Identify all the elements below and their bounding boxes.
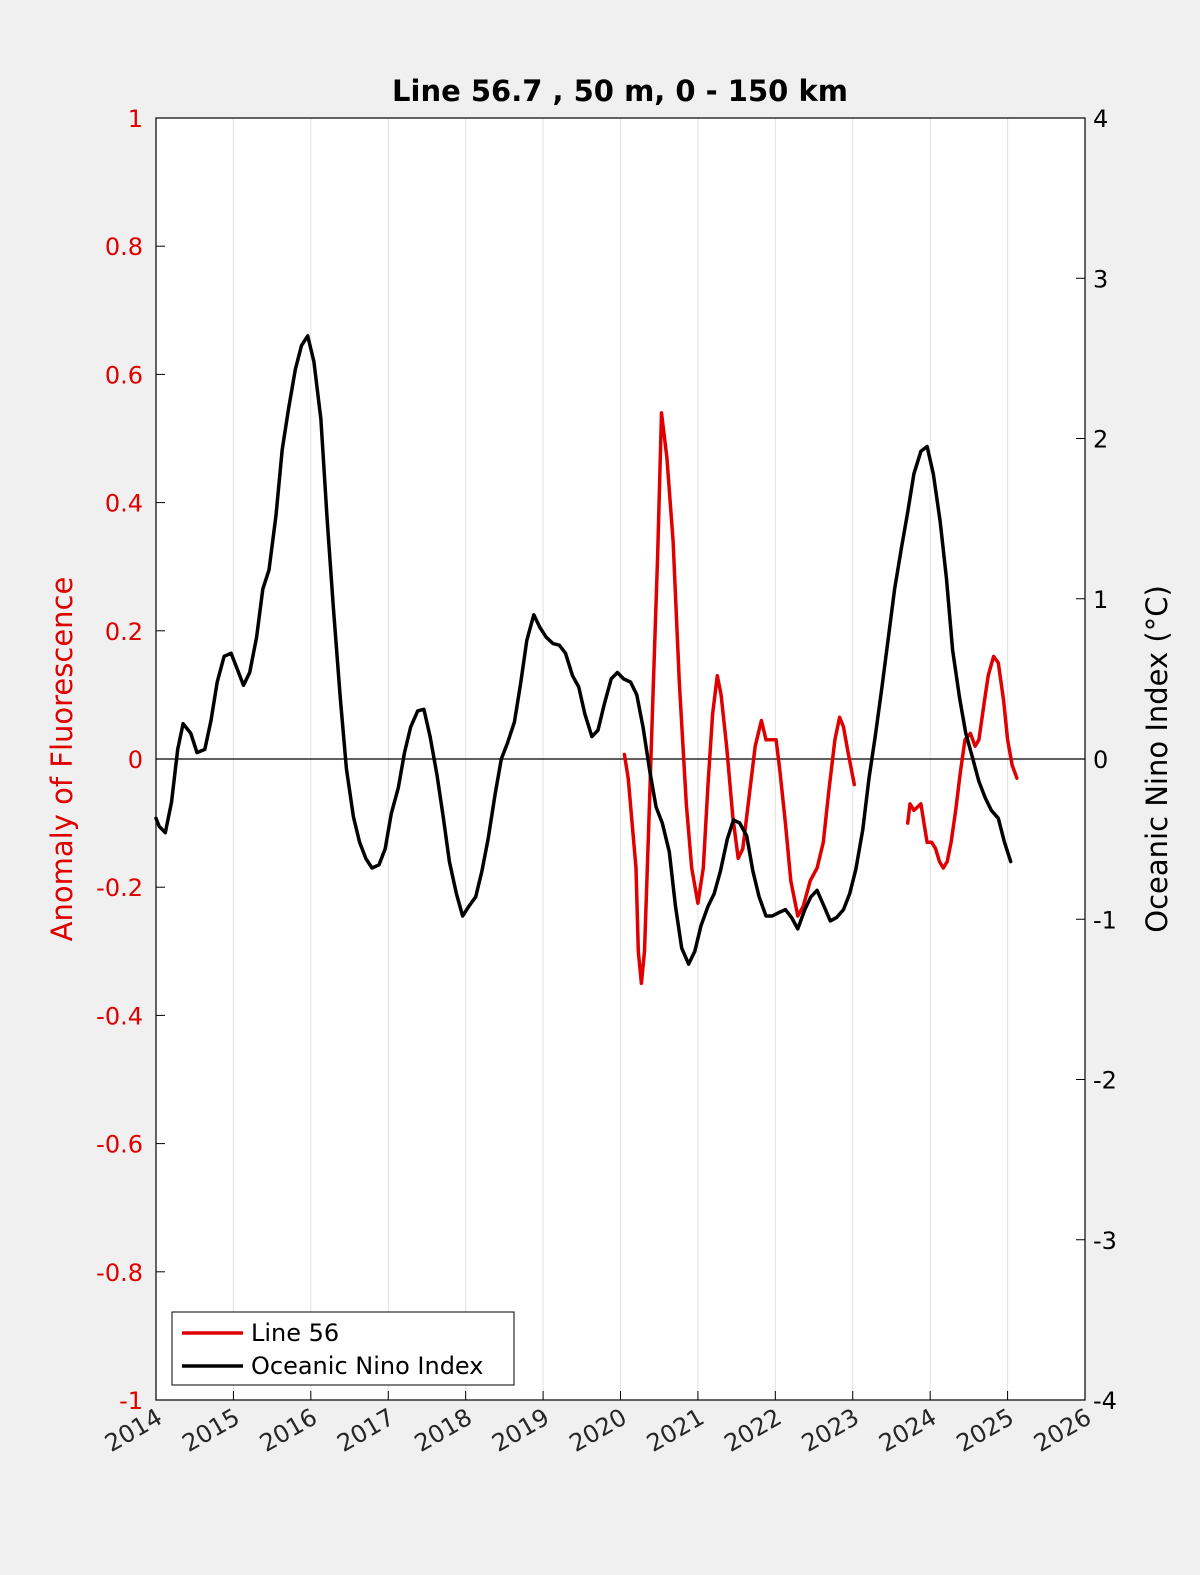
y-right-tick-label: 3 [1093, 265, 1108, 293]
y-left-tick-label: -0.8 [96, 1259, 143, 1287]
y-right-tick-label: 1 [1093, 586, 1108, 614]
y-left-tick-label: 0.6 [105, 361, 143, 389]
y-left-tick-label: 0.8 [105, 233, 143, 261]
y-left-tick-label: 1 [128, 105, 143, 133]
y-right-tick-label: -1 [1093, 906, 1117, 934]
y-left-tick-label: 0 [128, 746, 143, 774]
y-axis-right-label: Oceanic Nino Index (°C) [1140, 585, 1174, 933]
series-line-56-line-2 [905, 654, 1019, 870]
y-right-tick-label: 4 [1093, 105, 1108, 133]
y-right-tick-label: 0 [1093, 746, 1108, 774]
chart-title: Line 56.7 , 50 m, 0 - 150 km [392, 74, 848, 108]
y-right-tick-label: -4 [1093, 1387, 1117, 1415]
y-left-tick-label: -0.2 [96, 874, 143, 902]
y-left-tick-label: -1 [119, 1387, 143, 1415]
y-axis-left-label: Anomaly of Fluorescence [45, 577, 79, 942]
legend-box [171, 1311, 515, 1386]
y-right-tick-label: -3 [1093, 1227, 1117, 1255]
legend-line56-label: Line 56 [251, 1319, 339, 1347]
y-left-tick-label: -0.4 [96, 1002, 143, 1030]
legend[interactable]: Line 56 Oceanic Nino Index [171, 1311, 515, 1386]
y-left-tick-label: 0.4 [105, 490, 143, 518]
legend-oni-label: Oceanic Nino Index [251, 1352, 483, 1380]
series-line-56-line-1 [622, 411, 857, 986]
y-left-tick-label: 0.2 [105, 618, 143, 646]
y-right-tick-label: 2 [1093, 426, 1108, 454]
y-right-tick-label: -2 [1093, 1067, 1117, 1095]
series-layer [154, 334, 1019, 986]
y-left-tick-label: -0.6 [96, 1131, 143, 1159]
series-oceanic-nino-index-line-1 [154, 334, 1013, 966]
